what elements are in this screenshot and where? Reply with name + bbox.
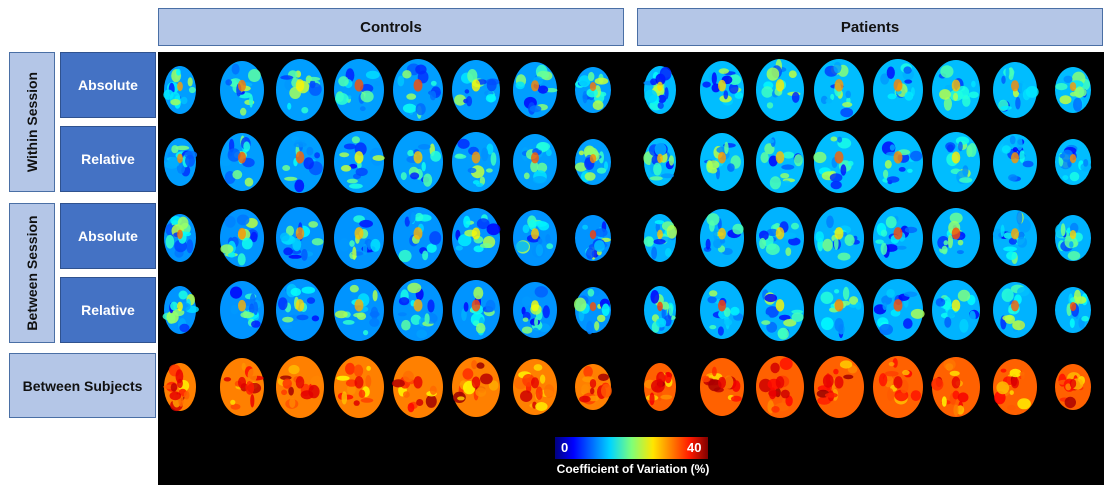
brain-slice: [1055, 67, 1091, 113]
brain-slice: [334, 279, 384, 341]
brain-slice: [931, 357, 980, 417]
brain-slice: [813, 131, 864, 193]
between-session-text: Between Session: [24, 215, 40, 331]
row-label-within-relative: Relative: [60, 126, 156, 192]
brain-slice: [575, 215, 611, 261]
brain-slice: [644, 286, 676, 334]
brain-slice: [1055, 287, 1091, 333]
brain-slice: [513, 62, 558, 118]
brain-maps-panel: [158, 52, 1104, 485]
brain-slice: [452, 208, 501, 268]
brain-slice: [756, 356, 804, 418]
row-label-within-absolute: Absolute: [60, 52, 156, 118]
brain-slice: [334, 59, 384, 121]
within-session-text: Within Session: [24, 71, 40, 173]
brain-slice: [873, 131, 923, 193]
within-session-group-label: Within Session: [9, 52, 55, 192]
patients-header: Patients: [637, 8, 1103, 46]
brain-slice: [276, 279, 324, 341]
brain-slice: [932, 60, 980, 120]
row-label-between-subjects: Between Subjects: [9, 353, 156, 418]
brain-slice: [393, 131, 443, 193]
brain-slice: [873, 356, 923, 418]
brain-slice: [1055, 364, 1091, 410]
brain-slice: [334, 356, 384, 418]
brain-slice: [393, 279, 443, 341]
row-label-between-absolute: Absolute: [60, 203, 156, 269]
brain-slice: [814, 279, 864, 341]
brain-slices-grid: [162, 59, 1092, 418]
brain-slice: [163, 66, 196, 114]
brain-slice: [756, 279, 804, 341]
brain-slice: [814, 356, 864, 418]
brain-slice: [932, 208, 980, 268]
brain-slice: [575, 67, 611, 113]
brain-slice: [162, 286, 199, 334]
colorbar-max-label: 40: [687, 440, 702, 455]
brain-slice: [220, 358, 264, 416]
brain-slice: [756, 207, 804, 269]
brain-slice: [873, 207, 923, 269]
brain-slice: [932, 132, 980, 192]
brain-slice: [276, 131, 324, 193]
brain-slice: [700, 133, 744, 191]
colorbar-title: Coefficient of Variation (%): [556, 462, 710, 476]
brain-slice: [700, 281, 744, 339]
brain-slice: [644, 363, 676, 411]
brain-slice: [513, 282, 557, 338]
colorbar: [555, 437, 708, 459]
brain-slice: [643, 66, 676, 114]
brain-slice: [452, 280, 500, 340]
brain-slice: [334, 131, 385, 193]
brain-slice: [334, 207, 384, 269]
brain-slice: [575, 364, 612, 410]
brain-slice: [276, 59, 324, 121]
brain-slice: [276, 207, 324, 269]
brain-slice: [993, 62, 1039, 118]
brain-slice: [574, 139, 611, 185]
brain-slice: [220, 133, 264, 191]
brain-slice: [643, 214, 677, 262]
brain-slice: [756, 59, 804, 121]
brain-slice: [932, 280, 980, 340]
brain-slice: [452, 357, 500, 417]
brain-slice: [452, 132, 500, 192]
brain-slice: [993, 134, 1037, 190]
brain-slice: [643, 138, 676, 186]
brain-slice: [700, 358, 744, 416]
brain-slice: [993, 282, 1037, 338]
controls-header: Controls: [158, 8, 624, 46]
colorbar-min-label: 0: [561, 440, 569, 455]
brain-slice: [220, 61, 264, 119]
row-label-between-relative: Relative: [60, 277, 156, 343]
brain-slice: [1055, 215, 1091, 261]
brain-slice: [513, 134, 557, 190]
brain-slice: [513, 359, 557, 415]
brain-slice: [276, 356, 324, 418]
brain-slice: [756, 131, 804, 193]
brain-slice: [814, 207, 864, 269]
brain-slice: [992, 210, 1037, 266]
between-session-group-label: Between Session: [9, 203, 55, 343]
brain-slice: [873, 279, 925, 341]
brain-slice: [873, 59, 923, 121]
brain-slice: [700, 209, 744, 267]
brain-slice: [513, 210, 557, 266]
brain-slice: [391, 356, 443, 418]
brain-slice: [220, 281, 264, 339]
brain-slice: [452, 60, 500, 120]
brain-slice: [164, 214, 196, 262]
brain-slice: [993, 359, 1037, 415]
brain-slice: [814, 59, 864, 121]
brain-slice: [220, 209, 264, 267]
brain-slice: [393, 59, 443, 121]
brain-slice: [163, 363, 196, 412]
brain-slice: [164, 138, 198, 186]
brain-slice: [700, 61, 744, 119]
brain-slice: [1055, 139, 1092, 185]
brain-slice: [574, 287, 611, 335]
brain-slice: [393, 207, 443, 269]
